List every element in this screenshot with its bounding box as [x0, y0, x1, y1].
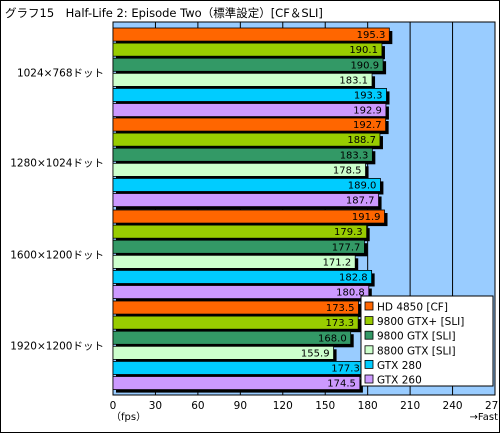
bar — [112, 42, 383, 57]
legend-entry: GTX 260 — [377, 375, 422, 387]
x-axis-ticks: 0 30 60 90 120 150 180 210 240 270 — [110, 400, 500, 412]
bar-value-label: 173.3 — [326, 318, 355, 329]
bar-value-label: 191.9 — [352, 212, 381, 223]
legend-swatch — [364, 316, 374, 326]
bar-value-label: 182.8 — [339, 273, 368, 284]
bar-value-label: 155.9 — [301, 348, 330, 359]
bars: 195.3 190.1 190.9 183.1 193.3 192.9 192.7 188.7… — [112, 27, 393, 393]
legend-entry: GTX 280 — [377, 360, 422, 372]
bar-value-label: 183.1 — [339, 75, 368, 86]
bar-value-label: 179.3 — [334, 227, 363, 238]
x-tick-label-210: 210 — [400, 400, 420, 412]
bar — [112, 88, 387, 102]
bar-value-label: 195.3 — [357, 30, 386, 41]
x-tick-label-270: 270 — [485, 400, 500, 412]
x-tick-label-60: 60 — [191, 400, 204, 412]
bar-value-label: 189.0 — [348, 181, 377, 192]
legend-swatch — [364, 345, 374, 355]
bar — [112, 345, 334, 360]
bar-value-label: 173.5 — [326, 303, 355, 314]
legend-swatch — [364, 330, 374, 340]
x-tick-label-240: 240 — [443, 400, 463, 412]
bar-value-label: 177.3 — [331, 364, 360, 375]
bar-value-label: 192.9 — [353, 106, 382, 117]
bar — [112, 209, 385, 224]
bar — [112, 315, 359, 330]
x-tick-label-30: 30 — [149, 400, 162, 412]
legend-box — [360, 295, 494, 387]
bar — [112, 57, 384, 72]
chart-title: グラフ15 Half-Life 2: Episode Two（標準設定）[CF＆… — [5, 6, 323, 20]
bar-value-label: 190.1 — [349, 45, 378, 56]
category-label: 1600×1200ドット — [10, 249, 104, 261]
x-tick-label-180: 180 — [358, 400, 378, 412]
bar — [112, 27, 390, 42]
x-tick-label-0: 0 — [110, 400, 117, 412]
legend-entry: 8800 GTX [SLI] — [377, 345, 456, 357]
bar-value-label: 190.9 — [350, 60, 379, 71]
x-tick-label-120: 120 — [273, 400, 293, 412]
bar-value-label: 192.7 — [353, 120, 382, 131]
legend-swatch — [364, 374, 374, 384]
legend-swatch — [364, 359, 374, 369]
bar-value-label: 188.7 — [347, 135, 376, 146]
unit-label: （fps） — [111, 411, 146, 423]
bar — [112, 330, 352, 345]
bar — [112, 360, 365, 375]
bar — [112, 103, 387, 118]
bar — [112, 132, 381, 147]
category-label: 1920×1200ドット — [10, 340, 104, 352]
bar — [112, 162, 366, 177]
bar-value-label: 178.5 — [333, 165, 362, 176]
bar-value-label: 183.3 — [340, 150, 369, 161]
bar — [112, 177, 381, 192]
bar-value-label: 180.8 — [336, 288, 365, 299]
bar-value-label: 177.7 — [332, 242, 361, 253]
legend-entry: HD 4850 [CF] — [377, 302, 448, 314]
bar — [112, 285, 370, 300]
legend-swatch — [364, 301, 374, 311]
bar — [112, 376, 361, 391]
bar — [112, 239, 365, 254]
direction-label: →Fast — [470, 412, 499, 423]
bar — [112, 147, 373, 162]
legend-entry: 9800 GTX+ [SLI] — [377, 316, 464, 328]
bar-value-label: 171.2 — [323, 257, 352, 268]
bar — [112, 117, 387, 132]
x-tick-label-150: 150 — [315, 400, 335, 412]
bar — [112, 254, 356, 269]
bar-value-label: 193.3 — [354, 91, 383, 102]
x-tick-label-90: 90 — [234, 400, 247, 412]
bar-value-label: 187.7 — [346, 196, 375, 207]
category-label: 1280×1024ドット — [10, 157, 104, 169]
bar — [112, 193, 379, 208]
bar-value-label: 168.0 — [318, 333, 347, 344]
category-labels: 1024×768ドット 1280×1024ドット 1600×1200ドット 1920×… — [10, 67, 104, 352]
bar — [112, 269, 373, 284]
category-label: 1024×768ドット — [17, 67, 104, 79]
legend: HD 4850 [CF] 9800 GTX+ [SLI] 9800 GTX [SLI… — [360, 295, 494, 387]
bar — [112, 224, 368, 239]
bar-value-label: 174.5 — [327, 379, 356, 390]
legend-entry: 9800 GTX [SLI] — [377, 331, 456, 343]
bar — [112, 300, 359, 315]
bar — [112, 72, 373, 87]
